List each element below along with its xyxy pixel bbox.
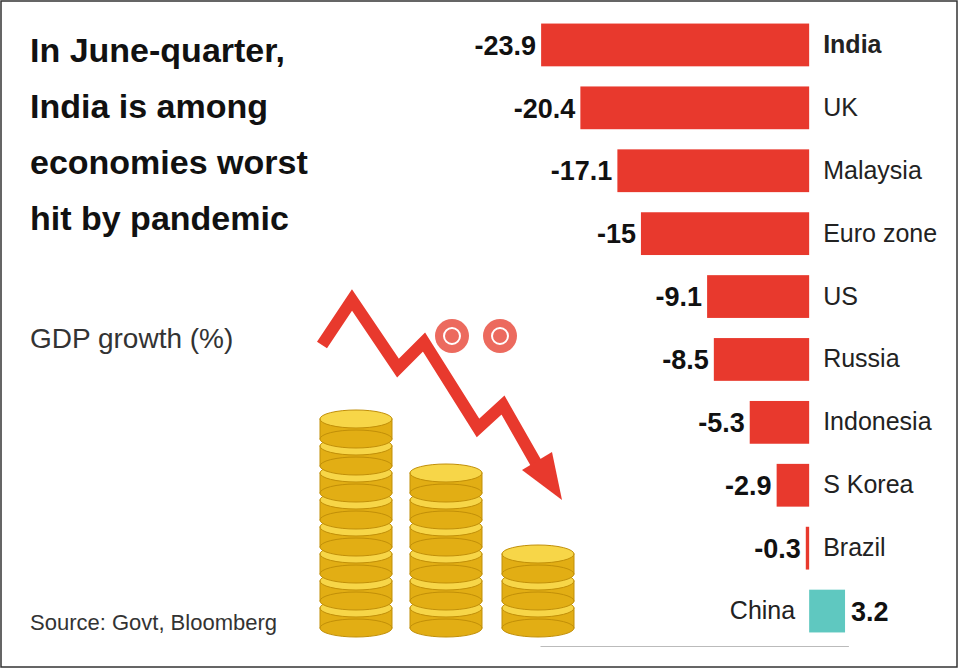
coin-bottom — [320, 430, 392, 448]
data-label: -23.9 — [475, 31, 537, 61]
coin-bottom — [320, 619, 392, 637]
category-label: S Korea — [823, 470, 913, 498]
tick: Russia — [809, 344, 900, 372]
bar — [777, 464, 810, 507]
category-label: India — [823, 30, 882, 58]
tick: UK — [809, 93, 858, 121]
bar — [641, 212, 809, 255]
coin-top — [320, 410, 392, 428]
tick: S Korea — [809, 470, 913, 498]
bar — [714, 338, 809, 381]
coin-bottom — [320, 592, 392, 610]
bar — [750, 401, 809, 444]
data-labels: -23.9 -20.4 -17.1 -15 -9.1 -8.5 -5.3 -2.9 -0.3 3.… — [475, 31, 889, 627]
tick: Brazil — [809, 533, 886, 561]
title-line: India is among — [30, 87, 268, 125]
decoration — [320, 300, 574, 637]
arrow — [322, 300, 540, 470]
coin-bottom — [410, 511, 482, 529]
category-label: Euro zone — [823, 219, 937, 247]
title-line: hit by pandemic — [30, 199, 289, 237]
bar — [580, 86, 809, 129]
coin-bottom — [320, 457, 392, 475]
tick: Indonesia — [809, 407, 932, 435]
coin-bottom — [410, 565, 482, 583]
coin-bottom — [320, 484, 392, 502]
title-group: In June-quarter, India is among economies … — [30, 31, 308, 237]
x-axis — [541, 646, 849, 647]
bar — [707, 275, 809, 318]
bar — [541, 24, 809, 67]
coin-bottom — [320, 511, 392, 529]
category-label: Indonesia — [823, 407, 932, 435]
axis-line — [541, 646, 849, 647]
icon-mark — [444, 328, 460, 344]
bar — [806, 527, 809, 570]
coin-bottom — [502, 565, 574, 583]
category-label: UK — [823, 93, 858, 121]
data-label: -20.4 — [514, 94, 576, 124]
coin-bottom — [410, 484, 482, 502]
category-label: Brazil — [823, 533, 886, 561]
bar — [617, 149, 809, 192]
coin-bottom — [320, 565, 392, 583]
frame — [1, 1, 957, 667]
data-label: -17.1 — [551, 156, 613, 186]
coin-bottom — [502, 592, 574, 610]
icon — [483, 319, 517, 353]
coin-top — [502, 545, 574, 563]
coin-top — [410, 464, 482, 482]
data-label: -2.9 — [725, 471, 772, 501]
chart: In June-quarter, India is among economies … — [0, 0, 958, 668]
category-label: Russia — [823, 344, 900, 372]
coin-bottom — [410, 619, 482, 637]
title-line: In June-quarter, — [30, 31, 285, 69]
subtitle: GDP growth (%) — [30, 323, 233, 354]
data-label: -5.3 — [698, 408, 745, 438]
data-label: -8.5 — [662, 345, 709, 375]
coin-bottom — [410, 592, 482, 610]
data-label: -9.1 — [656, 282, 703, 312]
title-line: economies worst — [30, 143, 308, 181]
source-note: Source: Govt, Bloomberg — [30, 610, 277, 635]
icon — [435, 319, 469, 353]
icon-mark — [492, 328, 508, 344]
category-label: US — [823, 282, 858, 310]
y-axis: India UK Malaysia Euro zone US Russia Indonesi… — [730, 30, 937, 624]
bar — [809, 590, 845, 633]
tick: China — [730, 596, 809, 624]
coin-bottom — [320, 538, 392, 556]
coin-bottom — [410, 538, 482, 556]
category-label: Malaysia — [823, 156, 922, 184]
tick: India — [809, 30, 882, 58]
data-label: -0.3 — [754, 534, 801, 564]
tick: Malaysia — [809, 156, 922, 184]
data-label: 3.2 — [851, 597, 889, 627]
category-label: China — [730, 596, 795, 624]
tick: Euro zone — [809, 219, 937, 247]
tick: US — [809, 282, 858, 310]
title: In June-quarter, India is among economies … — [30, 31, 308, 237]
bars — [541, 24, 845, 633]
arrow-head — [522, 452, 562, 500]
data-label: -15 — [597, 219, 636, 249]
coin-bottom — [502, 619, 574, 637]
